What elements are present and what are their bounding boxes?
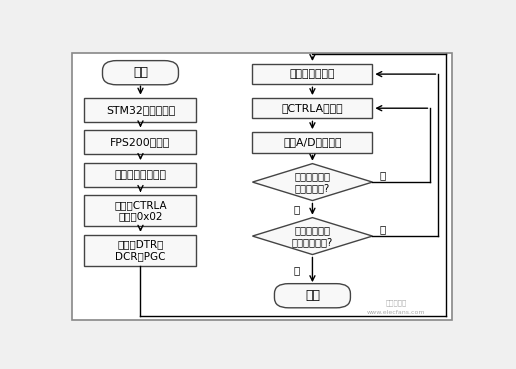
FancyBboxPatch shape	[252, 132, 373, 152]
FancyBboxPatch shape	[85, 163, 197, 187]
FancyBboxPatch shape	[275, 284, 350, 308]
FancyBboxPatch shape	[252, 64, 373, 85]
Text: www.elecfans.com: www.elecfans.com	[367, 310, 426, 315]
Text: 电子发烧友: 电子发烧友	[386, 300, 407, 306]
FancyBboxPatch shape	[85, 97, 197, 122]
Text: 自动采集指纹数据: 自动采集指纹数据	[115, 170, 167, 180]
Text: 结束: 结束	[305, 289, 320, 302]
Polygon shape	[252, 163, 373, 200]
Text: 是否读到该行
的最后单元?: 是否读到该行 的最后单元?	[295, 171, 330, 193]
FancyBboxPatch shape	[103, 61, 179, 85]
Text: STM32系统初始化: STM32系统初始化	[106, 105, 175, 115]
Text: 否: 否	[379, 170, 385, 180]
Text: 等待A/D转换时间: 等待A/D转换时间	[283, 137, 342, 147]
Text: 是: 是	[293, 265, 300, 275]
Text: 等待行捕获时间: 等待行捕获时间	[289, 69, 335, 79]
Text: 开始: 开始	[133, 66, 148, 79]
Polygon shape	[252, 218, 373, 255]
Text: 是否读到该图
像的最后单元?: 是否读到该图 像的最后单元?	[292, 225, 333, 247]
FancyBboxPatch shape	[72, 53, 453, 320]
FancyBboxPatch shape	[85, 235, 197, 266]
Text: FPS200初始化: FPS200初始化	[110, 137, 171, 147]
FancyBboxPatch shape	[85, 130, 197, 154]
Text: 讽CTRLA寄存器: 讽CTRLA寄存器	[282, 103, 343, 113]
Text: 否: 否	[379, 224, 385, 234]
Text: 初始化DTR、
DCR、PGC: 初始化DTR、 DCR、PGC	[115, 239, 166, 261]
Text: 是: 是	[293, 204, 300, 214]
Text: 初始化CTRLA
写数据0x02: 初始化CTRLA 写数据0x02	[114, 200, 167, 221]
FancyBboxPatch shape	[252, 98, 373, 118]
FancyBboxPatch shape	[85, 195, 197, 226]
